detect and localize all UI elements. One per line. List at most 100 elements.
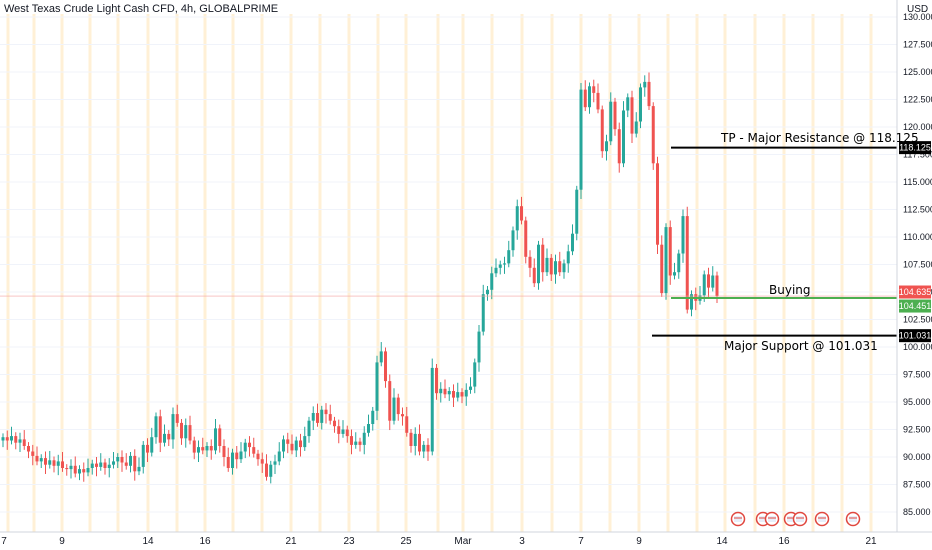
candle-body: [307, 420, 311, 437]
candle-body: [129, 455, 132, 466]
candle-body: [239, 451, 243, 460]
candle-body: [626, 97, 630, 111]
candle-body: [541, 244, 545, 273]
candle-body: [532, 267, 536, 284]
candle-body: [345, 429, 349, 437]
event-marker-flag: [734, 516, 742, 522]
candle-body: [690, 294, 693, 310]
candle-body: [375, 362, 379, 411]
candle-body: [163, 433, 166, 443]
session-stripe: [347, 14, 351, 532]
event-marker: [792, 511, 808, 527]
candle-body: [609, 101, 613, 142]
candle-body: [426, 444, 430, 452]
candle-body: [22, 439, 26, 446]
candle-body: [133, 455, 137, 472]
candle-body: [39, 458, 43, 462]
candle-body: [52, 460, 56, 466]
candle-body: [5, 437, 9, 441]
session-stripe: [175, 14, 179, 532]
candle-body: [639, 87, 642, 122]
time-tick: 9: [636, 536, 642, 547]
resistance-tag: 118.125: [899, 141, 931, 155]
candle-body: [677, 253, 681, 273]
session-stripe: [231, 14, 235, 532]
session-stripe: [146, 14, 150, 532]
candle-body: [439, 388, 443, 394]
candle-body: [282, 439, 285, 452]
candle-body: [184, 425, 188, 439]
session-stripe: [811, 14, 815, 532]
session-stripe: [404, 14, 408, 532]
candle-body: [61, 461, 64, 468]
candle-body: [647, 81, 651, 107]
candle-body: [362, 432, 366, 445]
candle-body: [18, 439, 22, 443]
candle-body: [660, 244, 664, 294]
candle-body: [180, 422, 183, 439]
candle-body: [209, 446, 213, 451]
candle-body: [358, 441, 362, 445]
candle-body: [222, 446, 226, 457]
candle-body: [600, 109, 604, 152]
session-stripe: [6, 14, 10, 532]
candle-body: [401, 414, 404, 417]
candle-body: [333, 420, 336, 427]
candle-body: [537, 244, 540, 284]
candle-body: [515, 206, 519, 231]
candle-body: [201, 447, 205, 451]
time-tick: 23: [343, 536, 355, 547]
candle-body: [31, 451, 35, 456]
price-tick: 102.500: [903, 315, 932, 325]
session-stripe: [608, 14, 612, 532]
candle-body: [141, 444, 145, 467]
candle-body: [337, 426, 341, 434]
candle-body: [605, 141, 608, 152]
currency-label: USD: [907, 4, 929, 15]
candle-body: [443, 388, 447, 395]
support-annotation: Major Support @ 101.031: [724, 339, 878, 353]
session-stripes: [6, 14, 873, 532]
candle-body: [469, 386, 472, 390]
candle-body: [286, 439, 290, 444]
session-stripe: [260, 14, 264, 532]
price-tick: 107.500: [903, 260, 932, 270]
candle-body: [418, 433, 421, 452]
candle-body: [205, 446, 209, 451]
event-marker: [730, 511, 746, 527]
candle-body: [617, 129, 621, 164]
candle-body: [171, 414, 175, 440]
candle-body: [14, 436, 18, 443]
candle-body: [524, 220, 528, 257]
candle-body: [44, 458, 47, 465]
event-marker-flag: [787, 516, 795, 522]
candle-body: [27, 446, 30, 452]
candle-body: [588, 86, 591, 108]
candle-body: [379, 351, 383, 363]
candle-body: [707, 274, 710, 288]
event-marker-flag: [849, 516, 857, 522]
buying-tag-bg: [899, 299, 931, 313]
session-stripe: [520, 14, 524, 532]
price-tick: 122.500: [903, 95, 932, 105]
candle-body: [311, 413, 315, 421]
last-price-tag: 104.635: [899, 285, 931, 299]
candle-body: [392, 397, 396, 421]
candle-body: [265, 463, 268, 477]
candle-body: [622, 110, 625, 164]
price-axis: 85.000 87.500 90.000 92.500 95.000 97.500 100.…: [896, 0, 932, 532]
event-marker-flag: [796, 516, 804, 522]
candle-body: [218, 428, 222, 446]
candle-body: [634, 121, 638, 134]
candle-body: [158, 416, 162, 443]
candle-body: [48, 460, 52, 465]
price-tick: 110.000: [903, 232, 932, 242]
session-stripe: [840, 14, 844, 532]
buying-tag: 104.451: [899, 299, 931, 313]
candle-body: [549, 257, 553, 275]
session-stripe: [32, 14, 36, 532]
candle-body: [388, 381, 392, 421]
session-stripe: [436, 14, 440, 532]
